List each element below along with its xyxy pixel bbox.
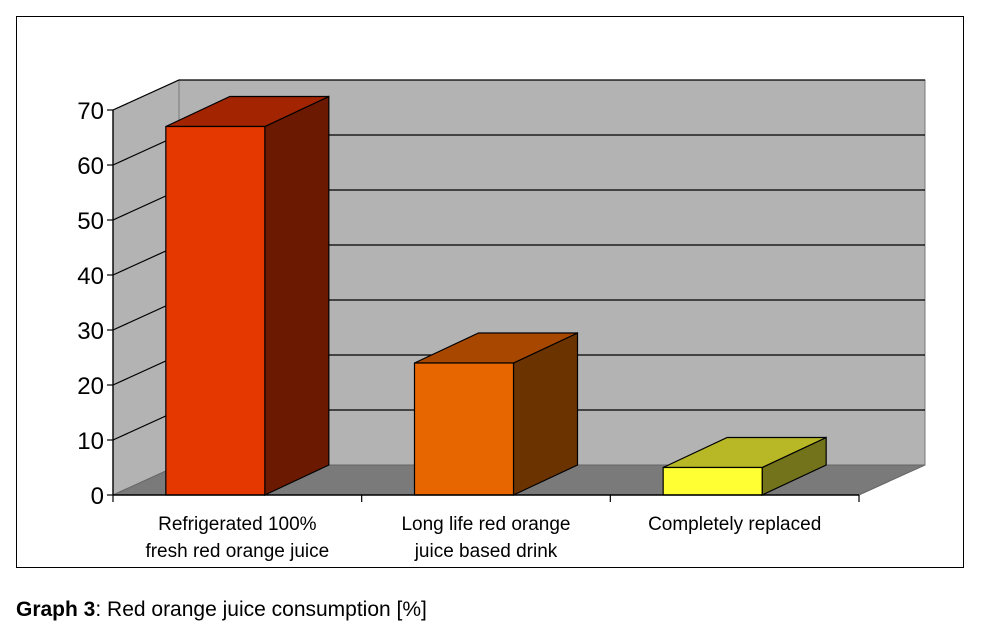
x-tick-label: juice based drink <box>414 541 558 562</box>
figure-caption: Graph 3: Red orange juice consumption [%… <box>16 598 427 622</box>
gridline <box>112 79 925 111</box>
bar-side <box>264 95 330 496</box>
y-tick-label: 60 <box>77 153 104 180</box>
x-tick-label: fresh red orange juice <box>145 541 329 562</box>
x-tick-label: Long life red orange <box>401 514 570 535</box>
chart-frame <box>16 16 964 568</box>
y-tick-label: 40 <box>77 263 104 290</box>
x-tick-label: Completely replaced <box>648 514 821 535</box>
y-tick-label: 30 <box>77 318 104 345</box>
chart-area: 0 10 20 30 40 50 60 70 Refrigerated 100% fresh re… <box>77 79 926 562</box>
y-tick-label: 50 <box>77 208 104 235</box>
bar-front <box>662 466 763 496</box>
bar <box>413 332 579 496</box>
caption-label: Graph 3 <box>16 598 96 621</box>
bar <box>165 95 330 496</box>
y-tick-label: 20 <box>77 373 104 400</box>
bar-front <box>165 125 266 496</box>
y-tick-label: 10 <box>77 428 104 455</box>
bar-front <box>413 362 515 496</box>
y-tick-label: 0 <box>91 483 104 510</box>
y-tick-label: 70 <box>77 98 104 125</box>
bar <box>662 436 827 496</box>
caption-text: : Red orange juice consumption [%] <box>95 598 427 621</box>
x-tick-label: Refrigerated 100% <box>158 514 317 535</box>
